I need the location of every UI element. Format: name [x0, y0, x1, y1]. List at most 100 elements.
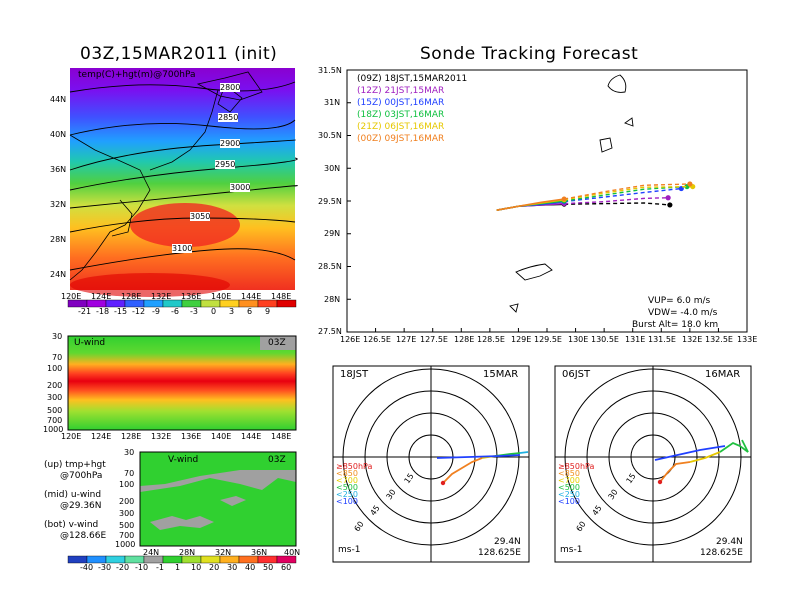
hodo-right-unit: ms-1: [560, 545, 583, 555]
pressure-label: 500: [47, 406, 63, 415]
y-tick-label: 31.5N: [318, 66, 342, 75]
wind-colorbar: [67, 555, 297, 564]
x-tick-label: 130E: [568, 335, 589, 344]
pressure-label: 200: [47, 381, 63, 390]
colorbar-label: 10: [191, 563, 202, 572]
track-ascent-line: [496, 198, 565, 211]
main-title: Sonde Tracking Forecast: [420, 44, 639, 64]
lat-label: 28N: [179, 548, 196, 557]
contour-label: 2900: [220, 139, 241, 148]
x-tick-label: 129.5E: [534, 335, 562, 344]
y-tick-label: 29N: [324, 229, 341, 238]
track-descent-line: [564, 187, 682, 203]
legend-entry: (15Z) 00JST,16MAR: [357, 98, 445, 108]
hodo-right-lon: 128.625E: [700, 548, 743, 558]
param-vup: VUP= 6.0 m/s: [648, 296, 711, 306]
lat-label: 36N: [251, 548, 268, 557]
x-tick-label: 132.5E: [705, 335, 733, 344]
temperature-colorbar: [67, 299, 297, 308]
lon-label: 148E: [271, 432, 292, 441]
lon-label: 136E: [181, 432, 202, 441]
pressure-label: 100: [119, 480, 135, 489]
lon-label: 144E: [241, 432, 262, 441]
x-tick-label: 126.5E: [363, 335, 391, 344]
lon-label: 120E: [61, 432, 82, 441]
lon-label: 120E: [61, 292, 82, 301]
colorbar-label: 40: [245, 563, 256, 572]
v-wind-label: V-wind: [168, 455, 199, 465]
island-outline: [515, 263, 553, 281]
v-wind-time: 03Z: [268, 455, 286, 465]
pressure-label: 1000: [43, 425, 64, 434]
colorbar-label: 50: [263, 563, 274, 572]
y-tick-label: 28.5N: [318, 262, 342, 271]
legend-entry: (00Z) 09JST,16MAR: [357, 134, 445, 144]
lat-label: 36N: [50, 165, 67, 174]
pressure-label: 300: [119, 509, 135, 518]
island-outline: [607, 74, 627, 93]
colorbar-label: 1: [175, 563, 181, 572]
colorbar-label: 9: [265, 307, 271, 316]
y-tick-label: 30.5N: [318, 131, 342, 140]
lon-label: 148E: [271, 292, 292, 301]
track-lines: [496, 181, 696, 211]
pressure-label: 700: [119, 531, 135, 540]
hodo-left-unit: ms-1: [338, 545, 361, 555]
x-tick-label: 127E: [396, 335, 417, 344]
legend-up: (up) tmp+hgt: [44, 460, 106, 470]
hodo-right-time: 06JST: [562, 369, 591, 380]
y-tick-label: 29.5N: [318, 197, 342, 206]
pressure-label: 70: [52, 353, 63, 362]
level-legend-entry: <100: [558, 497, 580, 506]
contour-label: 3050: [190, 212, 211, 221]
colorbar-label: -12: [132, 307, 146, 316]
colorbar-label: -1: [156, 563, 164, 572]
x-tick-label: 128.5E: [477, 335, 505, 344]
lon-label: 132E: [151, 432, 172, 441]
left-title: 03Z,15MAR2011 (init): [80, 44, 278, 64]
lon-label: 124E: [91, 432, 112, 441]
colorbar-label: 0: [211, 307, 217, 316]
hodo-left-lat: 29.4N: [494, 537, 521, 547]
colorbar-label: -10: [135, 563, 149, 572]
colorbar-label: -6: [171, 307, 179, 316]
pressure-label: 70: [124, 469, 135, 478]
lat-label: 32N: [50, 200, 67, 209]
y-tick-label: 28N: [324, 295, 341, 304]
param-burst: Burst Alt= 18.0 km: [632, 320, 719, 330]
lat-label: 32N: [215, 548, 232, 557]
legend-entry: (21Z) 06JST,16MAR: [357, 122, 445, 132]
contour-label: 2850: [218, 113, 239, 122]
hodo-right-lat: 29.4N: [716, 537, 743, 547]
map-label: temp(C)+hgt(m)@700hPa: [78, 70, 196, 80]
level-legend-entry: ≥850hPa: [336, 462, 373, 471]
lat-label: 24N: [143, 548, 160, 557]
x-tick-label: 127.5E: [420, 335, 448, 344]
level-legend-entry: <700: [558, 476, 580, 485]
track-descent-line: [564, 185, 693, 201]
legend-bot-level: @128.66E: [60, 531, 107, 541]
lon-label: 132E: [151, 292, 172, 301]
contour-label: 3000: [230, 183, 251, 192]
landing-point: [665, 195, 671, 201]
u-wind-time: 03Z: [268, 338, 286, 348]
contour-label: 3100: [172, 244, 193, 253]
v-wind-panel: [139, 451, 297, 547]
colorbar-label: 60: [281, 563, 292, 572]
lat-label: 28N: [50, 235, 67, 244]
level-legend-entry: <700: [336, 476, 358, 485]
pressure-label: 500: [119, 521, 135, 530]
u-wind-label: U-wind: [74, 338, 106, 348]
lat-label: 40N: [284, 548, 301, 557]
burst-point: [561, 196, 567, 202]
tick-marks: [346, 69, 748, 333]
x-tick-label: 131E: [625, 335, 646, 344]
level-legend-entry: <250: [558, 490, 580, 499]
colorbar-swatch: [276, 555, 297, 564]
level-legend-entry: <500: [558, 483, 580, 492]
legend-mid: (mid) u-wind: [44, 490, 102, 500]
colorbar-label: -3: [190, 307, 198, 316]
x-tick-label: 133E: [737, 335, 758, 344]
hodograph-left: [332, 365, 530, 563]
